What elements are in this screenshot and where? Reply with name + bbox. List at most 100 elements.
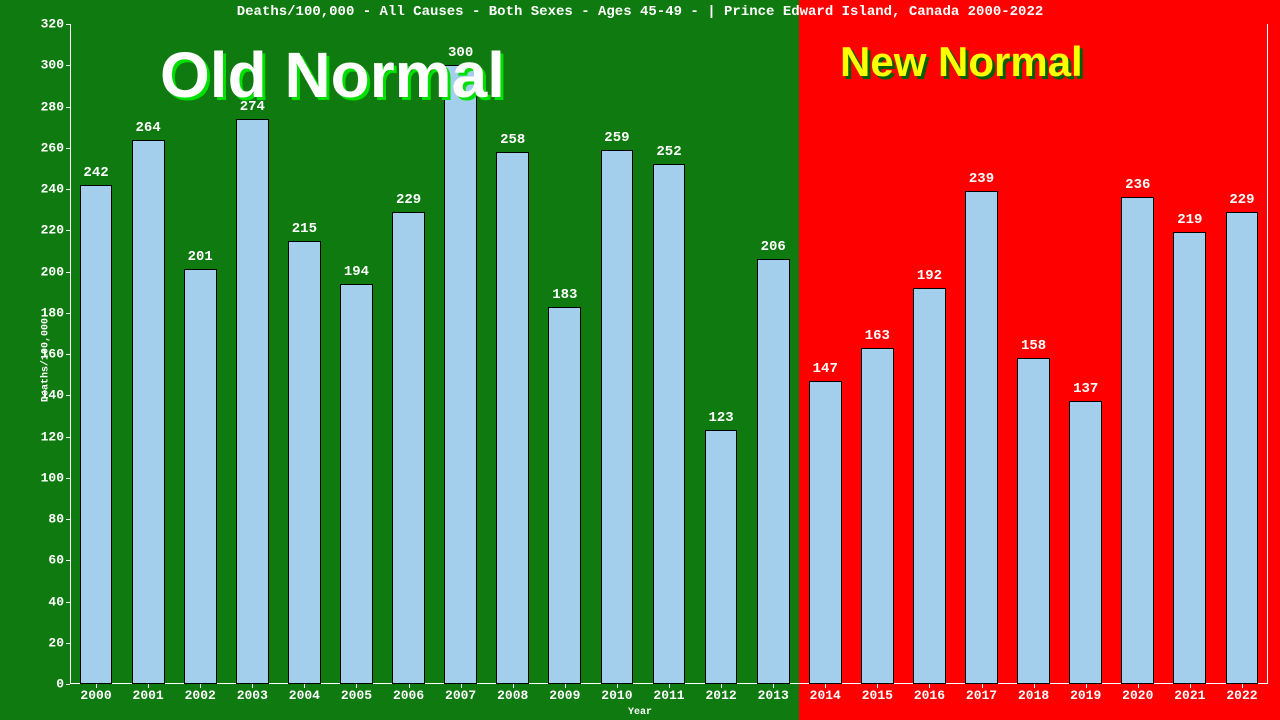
y-tick-mark xyxy=(66,230,70,231)
bar-value-label: 242 xyxy=(83,165,108,181)
x-tick-mark xyxy=(721,684,722,688)
bar xyxy=(132,140,165,685)
x-tick-label: 2013 xyxy=(758,688,789,703)
y-tick-mark xyxy=(66,602,70,603)
x-tick-mark xyxy=(929,684,930,688)
y-tick-label: 320 xyxy=(41,17,64,32)
y-tick-mark xyxy=(66,272,70,273)
x-tick-label: 2011 xyxy=(653,688,684,703)
bar-value-label: 137 xyxy=(1073,381,1098,397)
bar xyxy=(705,430,738,684)
bar xyxy=(496,152,529,684)
x-tick-mark xyxy=(513,684,514,688)
bar xyxy=(601,150,634,684)
x-tick-mark xyxy=(669,684,670,688)
y-tick-mark xyxy=(66,519,70,520)
x-tick-label: 2015 xyxy=(862,688,893,703)
x-tick-mark xyxy=(1034,684,1035,688)
bar xyxy=(80,185,113,684)
y-tick-label: 220 xyxy=(41,223,64,238)
x-tick-mark xyxy=(461,684,462,688)
x-tick-label: 2005 xyxy=(341,688,372,703)
bar-value-label: 158 xyxy=(1021,338,1046,354)
x-tick-mark xyxy=(565,684,566,688)
x-tick-mark xyxy=(1138,684,1139,688)
bar-value-label: 215 xyxy=(292,221,317,237)
x-tick-label: 2012 xyxy=(705,688,736,703)
bar-value-label: 264 xyxy=(136,120,161,136)
x-tick-mark xyxy=(773,684,774,688)
bar-value-label: 239 xyxy=(969,171,994,187)
bar-value-label: 163 xyxy=(865,328,890,344)
y-tick-mark xyxy=(66,313,70,314)
x-tick-mark xyxy=(825,684,826,688)
x-tick-mark xyxy=(304,684,305,688)
x-tick-label: 2003 xyxy=(237,688,268,703)
y-tick-mark xyxy=(66,643,70,644)
y-tick-label: 240 xyxy=(41,182,64,197)
y-tick-label: 180 xyxy=(41,305,64,320)
bar xyxy=(1069,401,1102,684)
bar-value-label: 229 xyxy=(1229,192,1254,208)
x-tick-label: 2006 xyxy=(393,688,424,703)
bar-value-label: 147 xyxy=(813,361,838,377)
x-tick-label: 2016 xyxy=(914,688,945,703)
y-tick-label: 260 xyxy=(41,140,64,155)
x-tick-mark xyxy=(356,684,357,688)
bar-value-label: 252 xyxy=(656,144,681,160)
axis-right xyxy=(1267,24,1268,684)
y-tick-label: 0 xyxy=(56,677,64,692)
chart-title: Deaths/100,000 - All Causes - Both Sexes… xyxy=(0,4,1280,20)
x-tick-label: 2022 xyxy=(1226,688,1257,703)
x-tick-mark xyxy=(617,684,618,688)
bar-value-label: 194 xyxy=(344,264,369,280)
y-tick-mark xyxy=(66,560,70,561)
bar-value-label: 123 xyxy=(708,410,733,426)
y-tick-label: 40 xyxy=(48,594,64,609)
x-tick-mark xyxy=(200,684,201,688)
bar xyxy=(1017,358,1050,684)
y-tick-mark xyxy=(66,684,70,685)
bar xyxy=(288,241,321,684)
x-tick-label: 2010 xyxy=(601,688,632,703)
bar xyxy=(965,191,998,684)
x-tick-label: 2007 xyxy=(445,688,476,703)
y-tick-label: 280 xyxy=(41,99,64,114)
y-tick-mark xyxy=(66,395,70,396)
y-tick-mark xyxy=(66,437,70,438)
x-tick-label: 2014 xyxy=(810,688,841,703)
axis-left xyxy=(70,24,71,684)
x-tick-mark xyxy=(96,684,97,688)
y-tick-mark xyxy=(66,107,70,108)
x-tick-label: 2021 xyxy=(1174,688,1205,703)
y-tick-label: 80 xyxy=(48,512,64,527)
bar xyxy=(757,259,790,684)
x-tick-label: 2001 xyxy=(133,688,164,703)
bar xyxy=(1173,232,1206,684)
bar-value-label: 258 xyxy=(500,132,525,148)
x-tick-label: 2009 xyxy=(549,688,580,703)
x-tick-mark xyxy=(877,684,878,688)
y-tick-mark xyxy=(66,354,70,355)
overlay-text: New Normal xyxy=(840,38,1083,86)
bar xyxy=(861,348,894,684)
bar-value-label: 229 xyxy=(396,192,421,208)
bar xyxy=(913,288,946,684)
bar xyxy=(548,307,581,684)
bar xyxy=(1226,212,1259,684)
x-tick-label: 2020 xyxy=(1122,688,1153,703)
x-tick-mark xyxy=(1190,684,1191,688)
bar-value-label: 206 xyxy=(761,239,786,255)
y-tick-label: 120 xyxy=(41,429,64,444)
bar-value-label: 201 xyxy=(188,249,213,265)
bar xyxy=(392,212,425,684)
x-tick-mark xyxy=(1086,684,1087,688)
bar-value-label: 259 xyxy=(604,130,629,146)
bar xyxy=(184,269,217,684)
bar xyxy=(340,284,373,684)
y-tick-label: 100 xyxy=(41,470,64,485)
x-tick-mark xyxy=(409,684,410,688)
x-tick-label: 2017 xyxy=(966,688,997,703)
y-tick-label: 60 xyxy=(48,553,64,568)
bar xyxy=(236,119,269,684)
